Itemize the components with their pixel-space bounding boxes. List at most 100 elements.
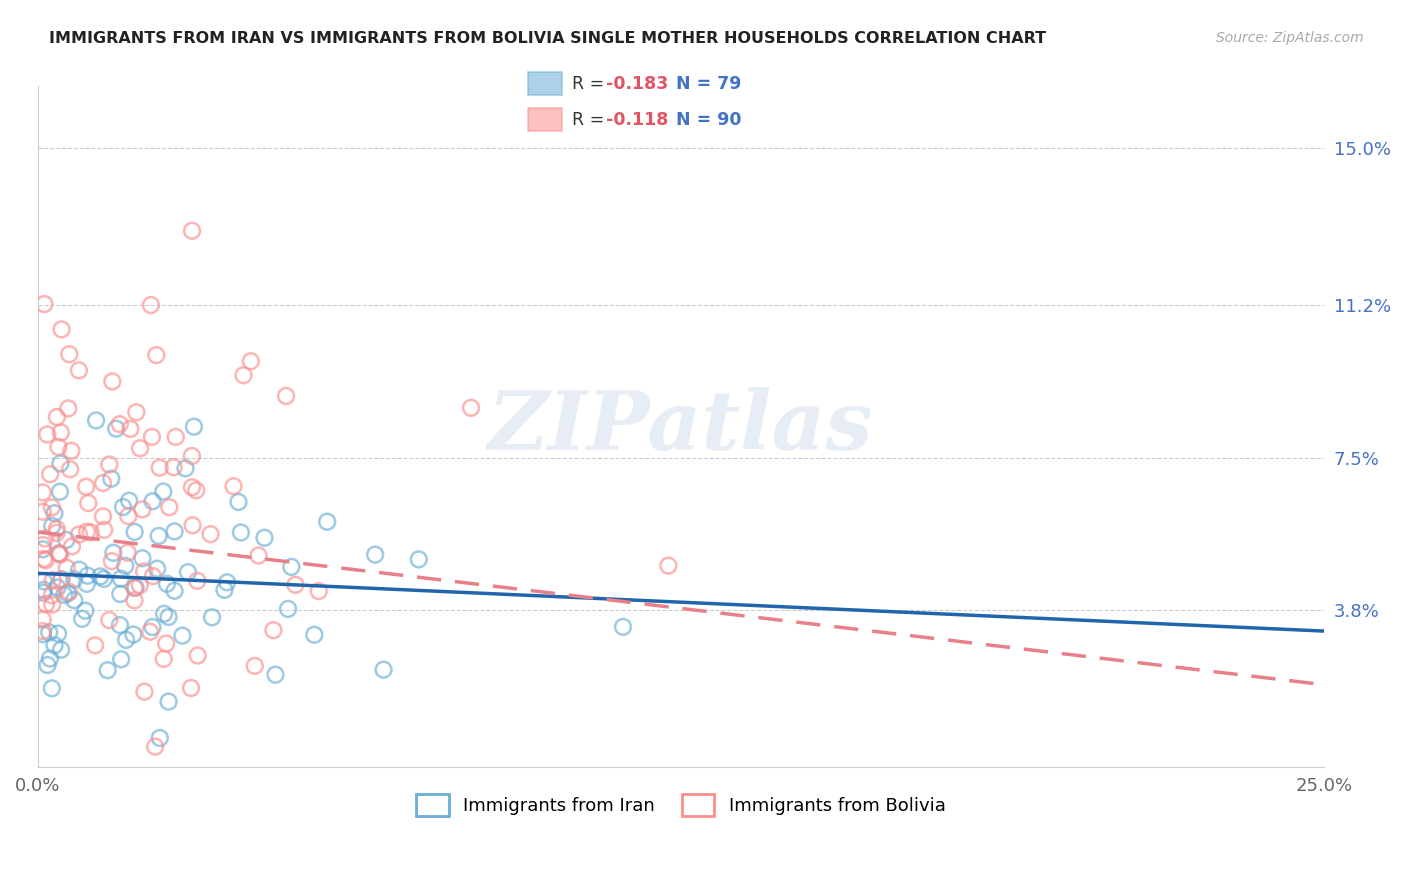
Point bbox=[53, 588, 76, 602]
Point bbox=[163, 583, 186, 598]
Point bbox=[139, 624, 162, 639]
Point bbox=[117, 546, 139, 560]
Point bbox=[84, 638, 107, 652]
Point bbox=[232, 368, 254, 383]
Point bbox=[124, 524, 146, 539]
Point bbox=[41, 598, 63, 612]
Point bbox=[181, 449, 204, 463]
Point bbox=[222, 479, 245, 493]
Point bbox=[31, 542, 53, 557]
Point bbox=[60, 540, 83, 554]
Point bbox=[41, 681, 63, 696]
Point bbox=[114, 558, 136, 573]
Text: -0.118: -0.118 bbox=[606, 112, 668, 129]
Point bbox=[115, 632, 138, 647]
Point bbox=[48, 547, 70, 561]
Point bbox=[162, 460, 184, 475]
Point bbox=[132, 565, 155, 579]
Point bbox=[51, 572, 73, 586]
Point bbox=[157, 610, 180, 624]
Point bbox=[201, 610, 224, 624]
Point bbox=[142, 569, 165, 583]
Legend: Immigrants from Iran, Immigrants from Bolivia: Immigrants from Iran, Immigrants from Bo… bbox=[409, 787, 953, 823]
Point bbox=[45, 522, 67, 536]
Point bbox=[152, 652, 174, 666]
Point bbox=[141, 430, 163, 444]
Bar bbox=[529, 72, 562, 95]
Point bbox=[183, 419, 205, 434]
Point bbox=[163, 524, 186, 539]
Point bbox=[284, 578, 307, 592]
Point bbox=[460, 401, 482, 415]
Point bbox=[110, 652, 132, 666]
Point bbox=[59, 462, 82, 476]
Point bbox=[139, 298, 162, 312]
Point bbox=[155, 636, 177, 650]
Point bbox=[76, 568, 98, 582]
Text: IMMIGRANTS FROM IRAN VS IMMIGRANTS FROM BOLIVIA SINGLE MOTHER HOUSEHOLDS CORRELA: IMMIGRANTS FROM IRAN VS IMMIGRANTS FROM … bbox=[49, 31, 1046, 46]
Point bbox=[181, 480, 204, 494]
Point bbox=[308, 584, 330, 599]
Point bbox=[56, 561, 79, 575]
Point bbox=[187, 648, 209, 663]
Point bbox=[105, 422, 128, 436]
Point bbox=[228, 495, 250, 509]
Point bbox=[39, 467, 62, 482]
Point bbox=[304, 628, 326, 642]
Point bbox=[89, 569, 111, 583]
Point bbox=[280, 560, 302, 574]
Point bbox=[32, 574, 55, 589]
Point bbox=[42, 573, 65, 587]
Point bbox=[31, 485, 53, 500]
Point bbox=[262, 623, 284, 637]
Point bbox=[76, 524, 98, 539]
Point bbox=[100, 472, 122, 486]
Point bbox=[44, 638, 66, 652]
Point bbox=[58, 401, 80, 416]
Point bbox=[215, 575, 238, 590]
Point bbox=[45, 410, 67, 425]
Point bbox=[177, 565, 200, 579]
Point bbox=[264, 667, 287, 681]
Point bbox=[49, 425, 72, 440]
Point bbox=[110, 572, 132, 586]
Point bbox=[31, 538, 53, 552]
Point bbox=[32, 585, 55, 599]
Point bbox=[145, 348, 167, 362]
Point bbox=[60, 443, 83, 458]
Point bbox=[143, 739, 166, 754]
Text: N = 90: N = 90 bbox=[676, 112, 742, 129]
Point bbox=[247, 549, 270, 563]
Point bbox=[101, 554, 124, 568]
Point bbox=[165, 430, 187, 444]
Point bbox=[41, 500, 63, 515]
Point bbox=[229, 525, 252, 540]
Point bbox=[75, 480, 97, 494]
Point bbox=[44, 506, 66, 520]
Point bbox=[51, 322, 73, 336]
Point bbox=[122, 627, 145, 641]
Point bbox=[186, 574, 208, 588]
Point bbox=[49, 484, 72, 499]
Point bbox=[32, 552, 55, 566]
Point bbox=[112, 500, 135, 514]
Point bbox=[124, 581, 146, 595]
Text: N = 79: N = 79 bbox=[676, 76, 741, 94]
Point bbox=[63, 573, 86, 587]
Point bbox=[128, 578, 150, 592]
Point bbox=[124, 593, 146, 607]
Point bbox=[39, 651, 62, 665]
Point bbox=[31, 613, 53, 627]
Point bbox=[153, 607, 176, 621]
Point bbox=[58, 347, 80, 361]
Point bbox=[48, 440, 70, 454]
Text: -0.183: -0.183 bbox=[606, 76, 668, 94]
Point bbox=[79, 525, 101, 540]
Point bbox=[103, 546, 125, 560]
Point bbox=[253, 531, 276, 545]
Text: ZIPatlas: ZIPatlas bbox=[488, 387, 873, 467]
Point bbox=[117, 509, 139, 524]
Point bbox=[32, 582, 55, 597]
Point bbox=[149, 731, 172, 745]
Point bbox=[200, 527, 222, 541]
